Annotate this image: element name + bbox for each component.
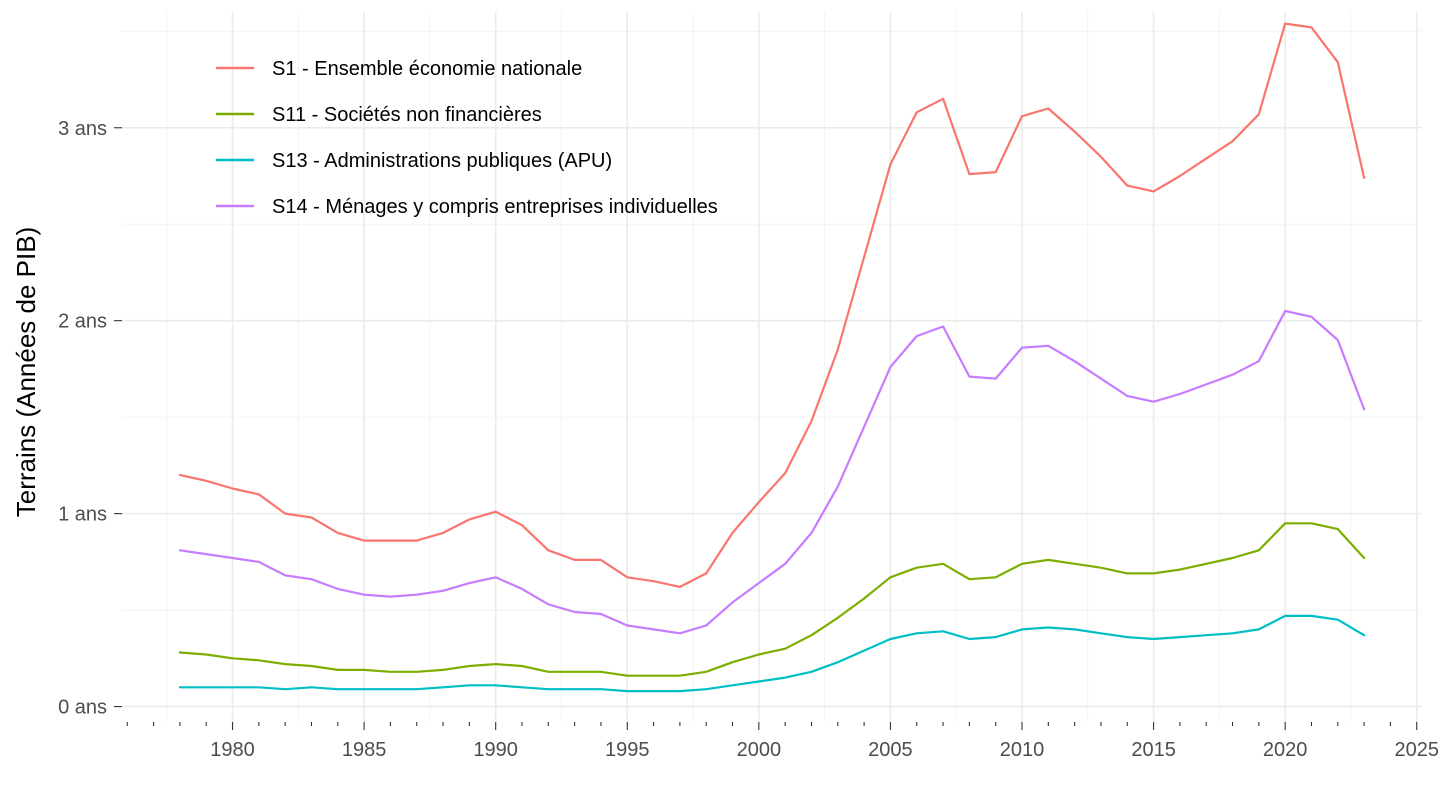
series-line-2 (178, 522, 1366, 677)
x-tick-label: 2020 (1263, 739, 1308, 761)
legend-label-1: S1 - Ensemble économie nationale (272, 58, 582, 80)
series-layer (178, 22, 1366, 693)
x-tick-label: 1995 (605, 739, 650, 761)
x-tick-label: 2025 (1394, 739, 1439, 761)
y-tick-label: 1 ans (58, 504, 107, 526)
y-tick-label: 2 ans (58, 311, 107, 333)
series-line-4 (178, 309, 1366, 635)
x-tick-label: 2010 (1000, 739, 1045, 761)
x-tick-label: 2005 (868, 739, 913, 761)
y-tick-label: 3 ans (58, 118, 107, 140)
legend-label-4: S14 - Ménages y compris entreprises indi… (272, 196, 718, 218)
x-tick-label: 2000 (737, 739, 782, 761)
series-line-3 (178, 614, 1366, 693)
legend: S1 - Ensemble économie nationale S11 - So… (216, 58, 718, 218)
axis-ticks: 1980 1985 1990 1995 2000 2005 2010 2015 2020 2025… (58, 118, 1439, 761)
legend-label-3: S13 - Administrations publiques (APU) (272, 150, 612, 172)
legend-label-2: S11 - Sociétés non financières (272, 104, 542, 126)
x-tick-label: 1985 (342, 739, 387, 761)
y-axis-title: Terrains (Années de PIB) (11, 227, 41, 517)
series-line-1 (178, 22, 1366, 589)
x-tick-label: 1990 (473, 739, 518, 761)
grid-lines (122, 12, 1422, 722)
x-tick-label: 2015 (1131, 739, 1176, 761)
x-tick-label: 1980 (210, 739, 255, 761)
y-tick-label: 0 ans (58, 697, 107, 719)
